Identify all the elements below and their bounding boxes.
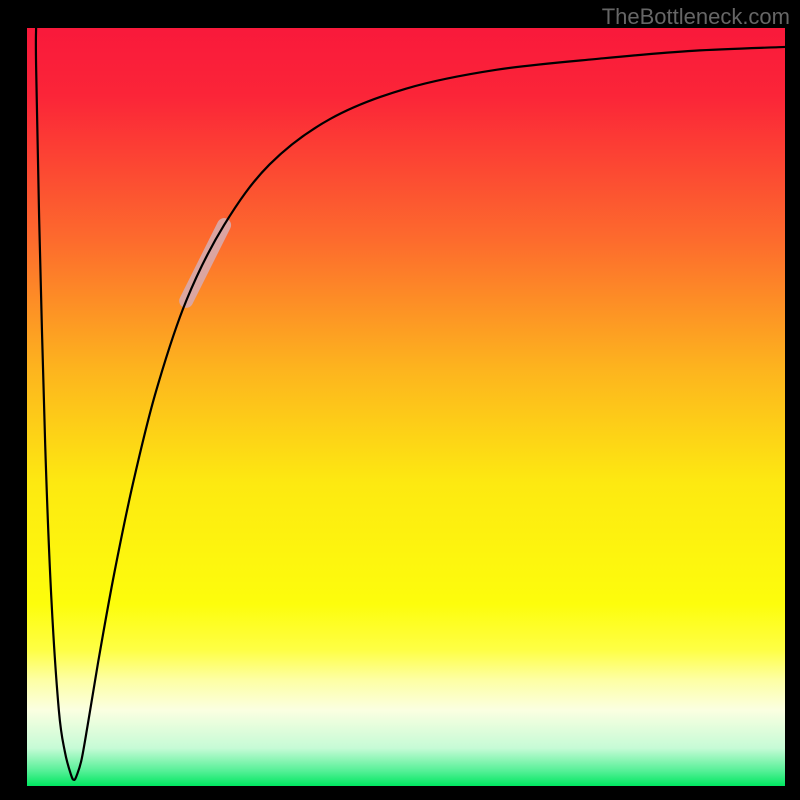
frame-bottom [0,786,800,800]
chart-svg [0,0,800,800]
frame-right [785,0,800,800]
frame-left [0,0,27,800]
plot-background [27,28,785,786]
chart-root: TheBottleneck.com [0,0,800,800]
watermark-text: TheBottleneck.com [602,4,790,30]
